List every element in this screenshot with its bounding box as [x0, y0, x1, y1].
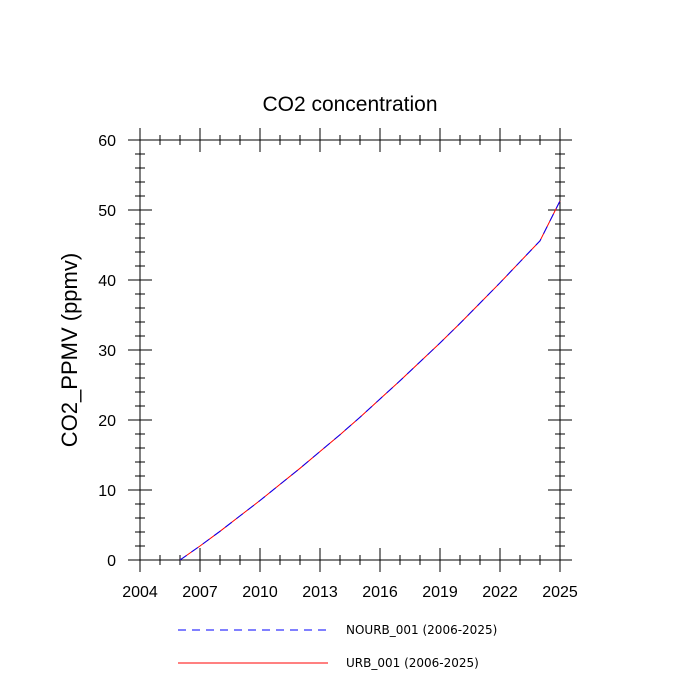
series-line-urb-001	[179, 200, 561, 561]
x-tick-label: 2022	[482, 584, 518, 601]
x-tick-label: 2013	[302, 584, 338, 601]
y-tick-label: 30	[98, 343, 116, 360]
y-tick-label: 0	[107, 553, 116, 570]
y-tick-label: 40	[98, 273, 116, 290]
axis-ticks: 2004 2007 2010 2013 2016 2019 2022 2025 0 10 20 30 4…	[98, 128, 578, 601]
x-tick-label: 2016	[362, 584, 398, 601]
y-tick-label: 10	[98, 483, 116, 500]
y-tick-label: 60	[98, 133, 116, 150]
series-lines	[179, 200, 561, 561]
series-line-nourb-001	[179, 200, 561, 561]
legend: NOURB_001 (2006-2025) URB_001 (2006-2025)	[178, 623, 497, 670]
y-tick-label: 20	[98, 413, 116, 430]
plot-frame	[139, 139, 561, 561]
y-tick-label: 50	[98, 203, 116, 220]
x-tick-label: 2010	[242, 584, 278, 601]
legend-label: NOURB_001 (2006-2025)	[346, 623, 497, 637]
x-tick-label: 2007	[182, 584, 218, 601]
y-axis-label: CO2_PPMV (ppmv)	[57, 253, 82, 447]
chart-title: CO2 concentration	[262, 93, 437, 116]
x-tick-label: 2004	[122, 584, 158, 601]
x-tick-label: 2019	[422, 584, 458, 601]
legend-label: URB_001 (2006-2025)	[346, 656, 479, 670]
x-tick-label: 2025	[542, 584, 578, 601]
